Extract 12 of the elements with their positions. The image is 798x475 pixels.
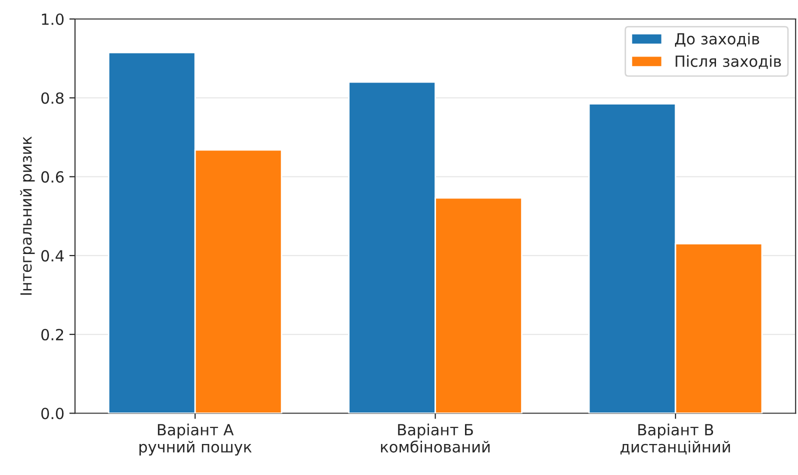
legend-label: До заходів [674,32,760,47]
y-tick-label: 1.0 [42,13,64,26]
x-tick-label: Варіант А ручний пошук [139,424,252,456]
legend-label: Після заходів [676,55,781,69]
x-tick-label: Варіант В дистанційний [620,424,730,454]
x-tick-label: Варіант Б комбінований [381,424,490,453]
y-axis-title: Інтегральний ризик [20,136,35,295]
y-tick-label: 0.6 [41,171,64,183]
y-tick-label: 0.4 [41,250,64,262]
y-tick-label: 0.0 [41,408,64,420]
y-tick-label: 0.2 [41,328,64,340]
y-tick-label: 0.8 [41,92,64,104]
